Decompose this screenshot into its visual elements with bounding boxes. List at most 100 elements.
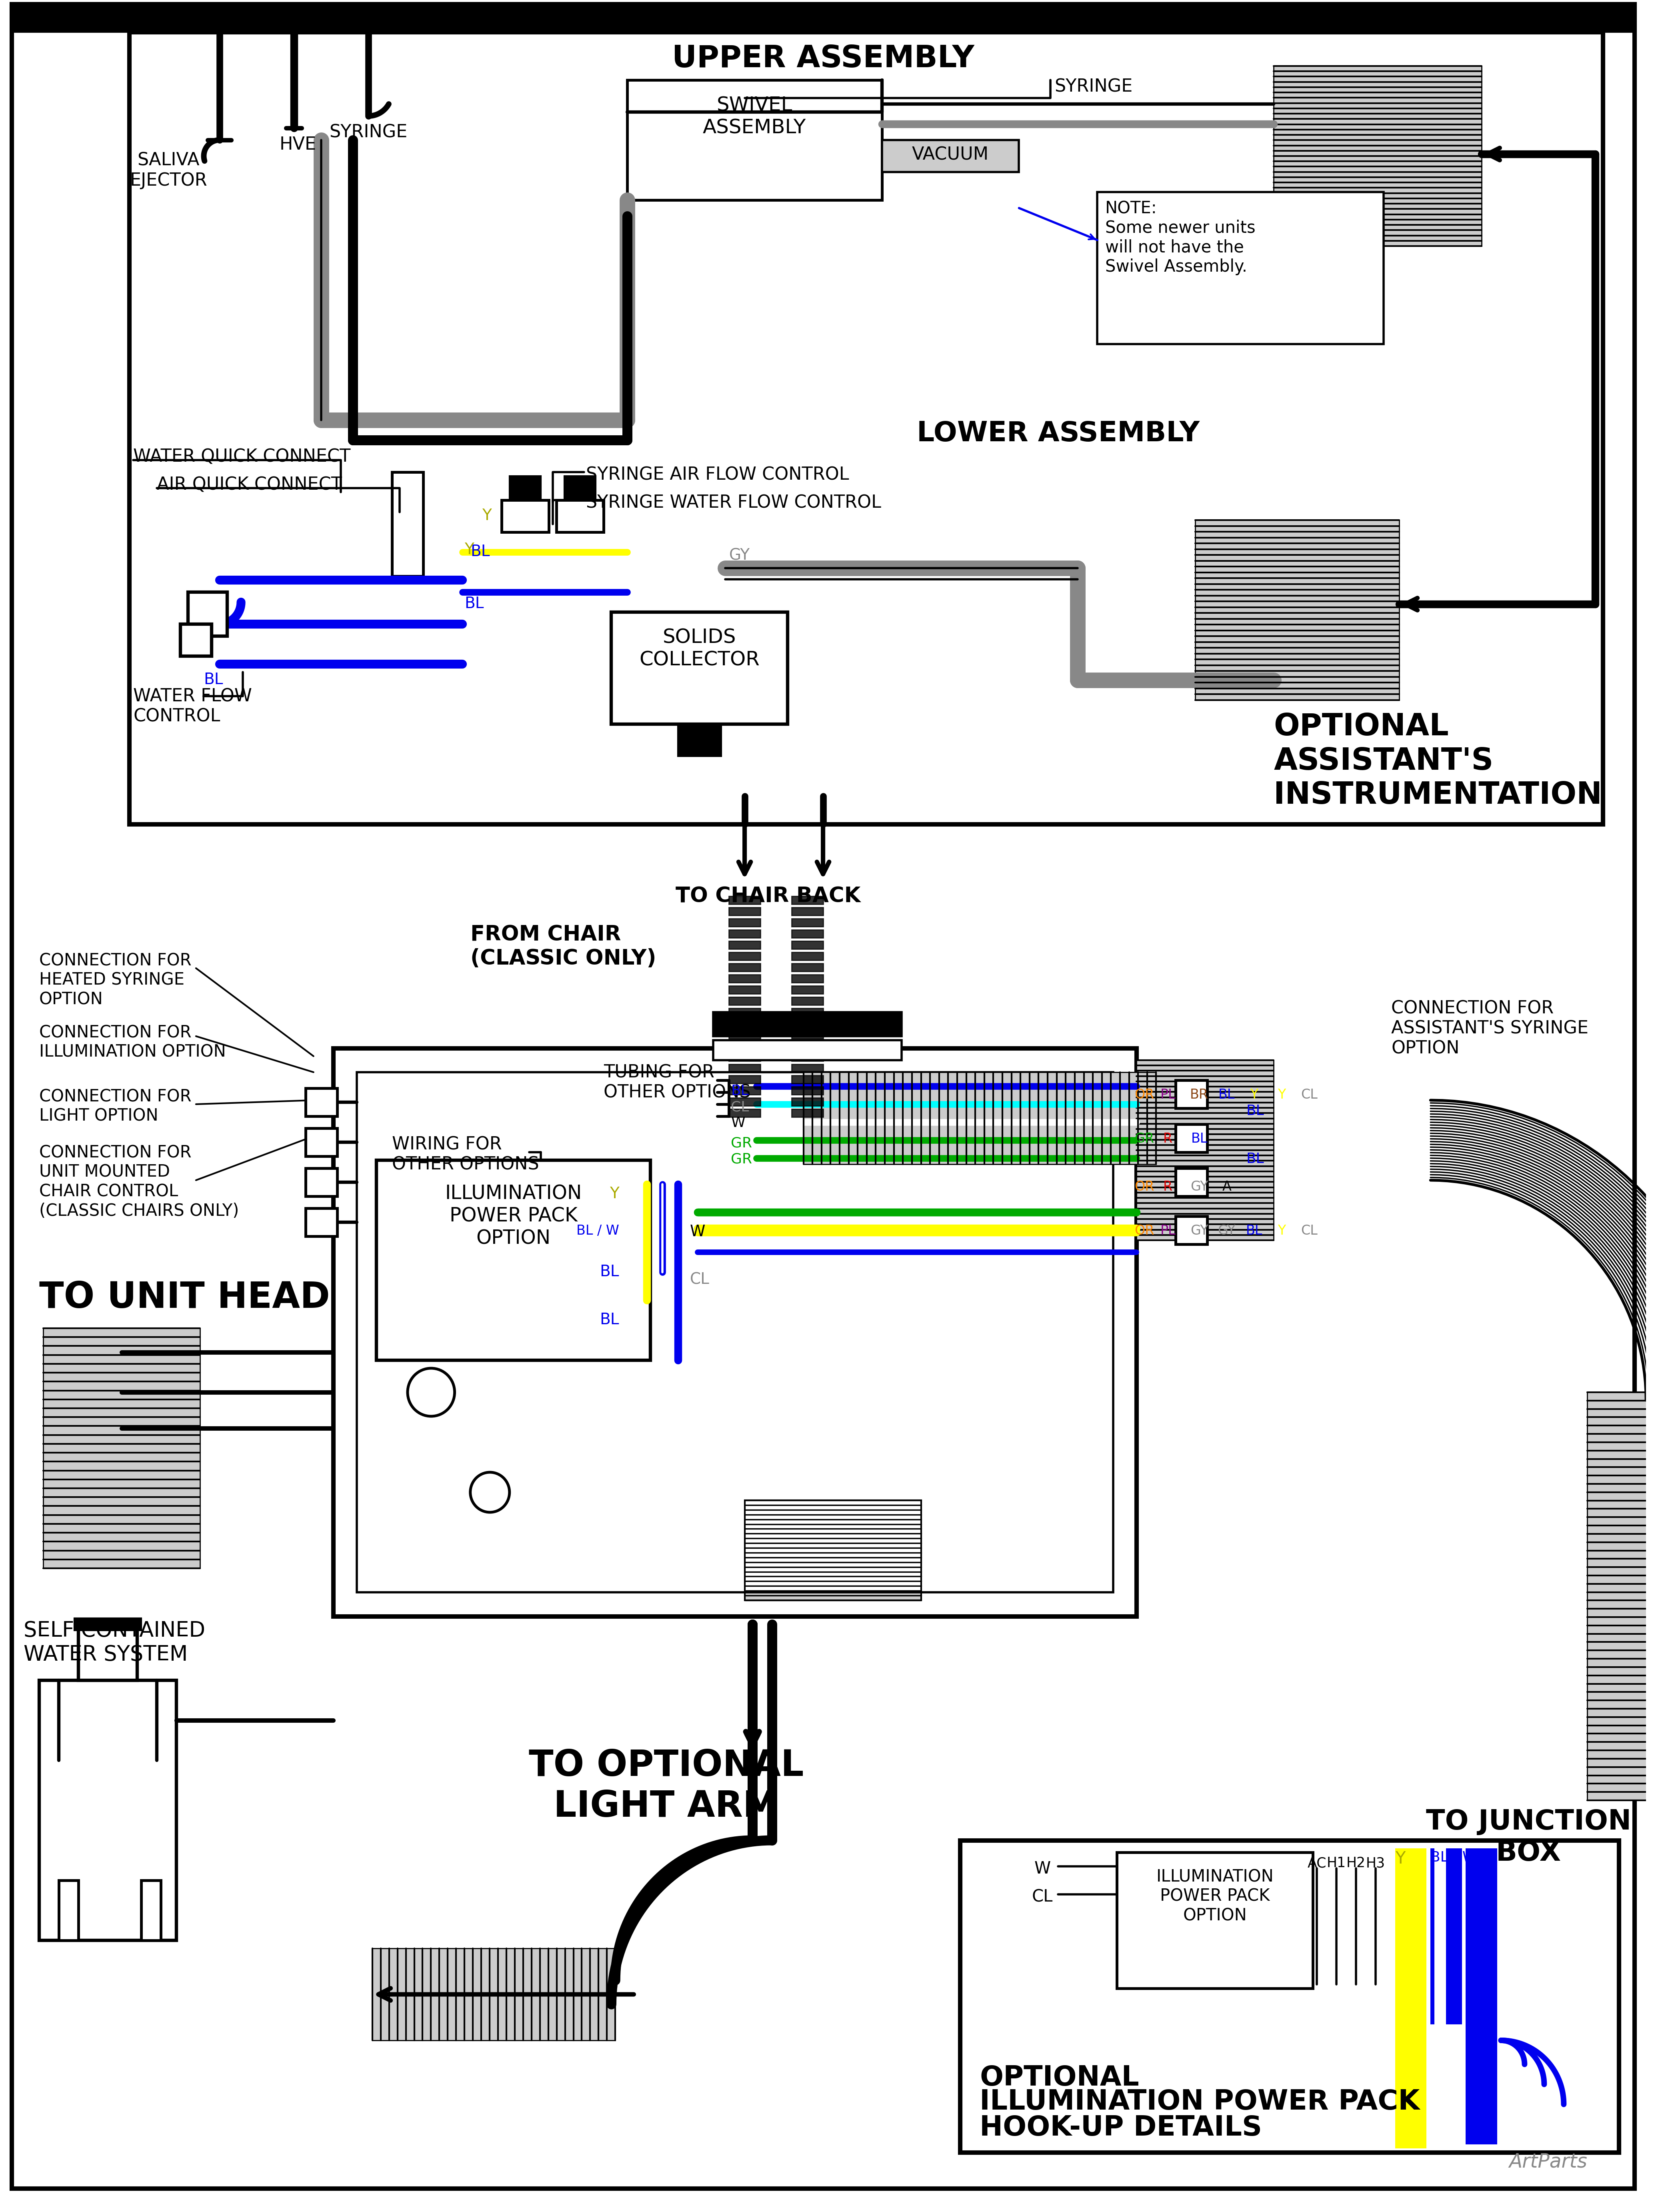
Bar bbox=[729, 952, 761, 961]
Bar bbox=[627, 79, 882, 200]
Bar bbox=[729, 941, 761, 950]
Text: TO OPTIONAL
LIGHT ARM: TO OPTIONAL LIGHT ARM bbox=[529, 1747, 803, 1824]
Text: SALIVA
EJECTOR: SALIVA EJECTOR bbox=[129, 152, 207, 189]
Bar bbox=[729, 919, 761, 928]
Bar bbox=[729, 1053, 761, 1062]
Bar bbox=[306, 1209, 338, 1235]
Text: WATER QUICK CONNECT: WATER QUICK CONNECT bbox=[133, 448, 351, 466]
Text: ILLUMINATION POWER PACK: ILLUMINATION POWER PACK bbox=[979, 2088, 1420, 2114]
Text: W: W bbox=[731, 1117, 746, 1130]
Text: FROM CHAIR
(CLASSIC ONLY): FROM CHAIR (CLASSIC ONLY) bbox=[470, 923, 657, 969]
Text: OR: OR bbox=[1134, 1224, 1154, 1237]
Bar bbox=[791, 941, 823, 950]
Bar bbox=[791, 1097, 823, 1106]
Text: WATER FLOW
CONTROL: WATER FLOW CONTROL bbox=[133, 688, 252, 725]
Text: Y: Y bbox=[1250, 1088, 1258, 1101]
Text: A: A bbox=[1221, 1180, 1231, 1194]
Text: SELF CONTAINED
WATER SYSTEM: SELF CONTAINED WATER SYSTEM bbox=[24, 1620, 205, 1666]
Bar bbox=[1176, 1079, 1208, 1108]
Text: H2: H2 bbox=[1346, 1857, 1366, 1870]
Text: BL: BL bbox=[203, 673, 223, 688]
Bar bbox=[1430, 1849, 1462, 2024]
Bar bbox=[306, 1128, 338, 1156]
Text: H3: H3 bbox=[1366, 1857, 1386, 1870]
Bar bbox=[39, 1679, 176, 1941]
Text: H1: H1 bbox=[1327, 1857, 1346, 1870]
Bar bbox=[791, 930, 823, 939]
Bar bbox=[729, 1009, 761, 1015]
Bar bbox=[729, 1097, 761, 1106]
Text: Y: Y bbox=[464, 543, 474, 558]
Text: NOTE:
Some newer units
will not have the
Swivel Assembly.: NOTE: Some newer units will not have the… bbox=[1105, 200, 1255, 275]
Text: Y: Y bbox=[1277, 1224, 1285, 1237]
Text: AIR QUICK CONNECT: AIR QUICK CONNECT bbox=[156, 477, 343, 492]
Text: GY: GY bbox=[1191, 1180, 1208, 1194]
Bar bbox=[791, 998, 823, 1004]
Bar bbox=[729, 985, 761, 993]
Bar bbox=[1435, 1849, 1446, 2024]
Bar bbox=[791, 963, 823, 972]
Bar bbox=[1176, 1123, 1208, 1152]
Bar bbox=[79, 1629, 138, 1679]
Text: CL: CL bbox=[1300, 1088, 1317, 1101]
Bar bbox=[1465, 1849, 1497, 2060]
Text: ILLUMINATION
POWER PACK
OPTION: ILLUMINATION POWER PACK OPTION bbox=[1156, 1868, 1273, 1923]
Text: CONNECTION FOR
ILLUMINATION OPTION: CONNECTION FOR ILLUMINATION OPTION bbox=[39, 1024, 225, 1059]
Text: SOLIDS
COLLECTOR: SOLIDS COLLECTOR bbox=[640, 629, 759, 670]
Bar bbox=[1273, 66, 1482, 246]
Bar bbox=[333, 1048, 1137, 1616]
Text: GR: GR bbox=[731, 1136, 753, 1150]
Bar bbox=[129, 33, 1603, 824]
Text: GR: GR bbox=[1134, 1132, 1154, 1145]
Bar bbox=[509, 477, 541, 501]
Bar bbox=[714, 1013, 902, 1035]
Bar bbox=[180, 624, 212, 657]
Text: BL: BL bbox=[600, 1312, 620, 1328]
Bar bbox=[729, 1086, 761, 1095]
Text: OPTIONAL
ASSISTANT'S
INSTRUMENTATION: OPTIONAL ASSISTANT'S INSTRUMENTATION bbox=[1273, 712, 1603, 811]
Bar bbox=[306, 1088, 338, 1117]
Bar bbox=[1137, 1059, 1273, 1240]
Bar bbox=[791, 1053, 823, 1062]
Bar bbox=[729, 963, 761, 972]
Text: BL: BL bbox=[731, 1084, 749, 1097]
Bar bbox=[1196, 521, 1399, 701]
Text: OR: OR bbox=[1134, 1180, 1154, 1194]
Text: W: W bbox=[1035, 1860, 1050, 1877]
Text: UPPER ASSEMBLY: UPPER ASSEMBLY bbox=[672, 44, 974, 73]
Text: WIRING FOR
OTHER OPTIONS: WIRING FOR OTHER OPTIONS bbox=[391, 1136, 539, 1174]
Bar bbox=[791, 919, 823, 928]
Bar bbox=[791, 1042, 823, 1051]
Bar bbox=[791, 1086, 823, 1095]
Text: R: R bbox=[1163, 1180, 1173, 1194]
Bar bbox=[729, 930, 761, 939]
Text: GY: GY bbox=[729, 547, 749, 563]
Bar bbox=[729, 1110, 761, 1117]
Bar bbox=[729, 1020, 761, 1026]
Text: CONNECTION FOR
HEATED SYRINGE
OPTION: CONNECTION FOR HEATED SYRINGE OPTION bbox=[39, 952, 192, 1009]
Text: Y: Y bbox=[1277, 1088, 1285, 1101]
Text: BL: BL bbox=[1191, 1132, 1208, 1145]
Bar bbox=[729, 1031, 761, 1040]
Text: LOWER ASSEMBLY: LOWER ASSEMBLY bbox=[917, 420, 1200, 446]
Bar bbox=[729, 1064, 761, 1073]
Bar bbox=[141, 1879, 161, 1941]
Text: BL: BL bbox=[1465, 2031, 1483, 2044]
Text: HVE: HVE bbox=[279, 136, 316, 154]
Bar bbox=[679, 723, 721, 756]
Text: TO UNIT HEAD: TO UNIT HEAD bbox=[39, 1279, 329, 1314]
Bar bbox=[714, 1040, 902, 1059]
Bar bbox=[1394, 1849, 1426, 2147]
Bar bbox=[1465, 2024, 1497, 2145]
Bar bbox=[1176, 1215, 1208, 1244]
Bar bbox=[744, 1501, 921, 1600]
Bar bbox=[791, 1020, 823, 1026]
Text: GY: GY bbox=[1191, 1224, 1208, 1237]
Bar bbox=[306, 1167, 338, 1196]
Text: Y: Y bbox=[1394, 1851, 1406, 1866]
Text: BL: BL bbox=[470, 545, 489, 558]
Text: PL: PL bbox=[1161, 1088, 1176, 1101]
Bar bbox=[729, 908, 761, 914]
Text: CL: CL bbox=[690, 1273, 709, 1288]
Bar bbox=[791, 1075, 823, 1084]
